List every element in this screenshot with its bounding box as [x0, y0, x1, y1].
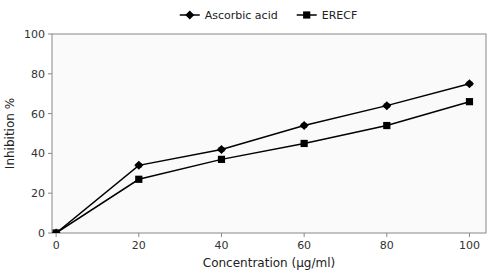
y-tick-label: 0 [38, 227, 45, 240]
plot-frame [52, 34, 486, 233]
point [382, 101, 391, 110]
y-tick-label: 60 [31, 108, 45, 121]
x-tick-label: 0 [53, 239, 60, 252]
x-tick-label: 60 [297, 239, 311, 252]
y-tick-label: 100 [24, 28, 45, 41]
legend-symbol [303, 11, 310, 18]
x-tick-label: 80 [380, 239, 394, 252]
x-tick [469, 233, 470, 237]
x-tick [138, 233, 139, 237]
point [383, 122, 390, 129]
point [52, 229, 61, 234]
legend-label: Ascorbic acid [205, 9, 278, 22]
y-tick [48, 73, 52, 74]
point [300, 121, 309, 130]
legend-label: ERECF [322, 9, 358, 22]
plot-area [52, 34, 486, 233]
point [135, 176, 142, 183]
x-tick-label: 40 [214, 239, 228, 252]
x-tick-label: 100 [459, 239, 480, 252]
point [53, 229, 60, 233]
point [217, 145, 226, 154]
y-tick [48, 34, 52, 35]
series-line [56, 84, 469, 233]
y-tick-label: 40 [31, 147, 45, 160]
legend-symbol [185, 11, 194, 20]
x-tick [304, 233, 305, 237]
y-tick [48, 193, 52, 194]
y-tick-label: 20 [31, 187, 45, 200]
x-tick [56, 233, 57, 237]
y-tick-label: 80 [31, 68, 45, 81]
chart: 0 20 40 60 80 100 0 20 40 60 80 100 Concentration (μ… [0, 0, 500, 275]
y-tick [48, 153, 52, 154]
x-axis-label: Concentration (μg/ml) [203, 256, 335, 270]
point [218, 156, 225, 163]
point [301, 140, 308, 147]
x-tick-label: 20 [132, 239, 146, 252]
plot-marks [52, 79, 474, 233]
y-tick [48, 113, 52, 114]
x-tick [221, 233, 222, 237]
y-axis-label: Inhibition % [3, 98, 17, 169]
y-tick [48, 233, 52, 234]
point [134, 161, 143, 170]
series-line [56, 102, 469, 233]
legend: Ascorbic acid ERECF [180, 9, 358, 22]
point [466, 98, 473, 105]
point [465, 79, 474, 88]
x-tick [386, 233, 387, 237]
